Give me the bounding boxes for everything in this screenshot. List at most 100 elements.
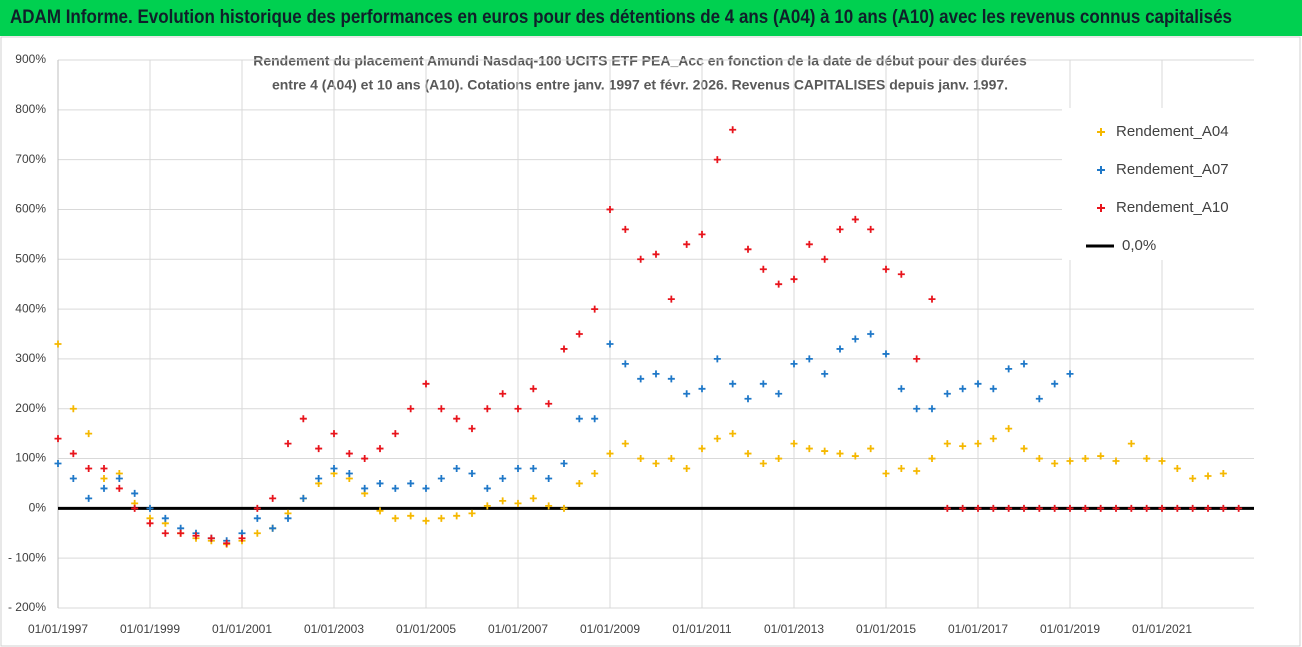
point (836, 225, 844, 233)
point (545, 502, 553, 510)
point (575, 415, 583, 423)
point (851, 215, 859, 223)
point (606, 205, 614, 213)
point (376, 507, 384, 515)
point (192, 532, 200, 540)
point (591, 415, 599, 423)
y-tick-label: - 100% (8, 550, 46, 564)
point (1051, 504, 1059, 512)
point (1219, 469, 1227, 477)
point (146, 519, 154, 527)
point (483, 484, 491, 492)
point (913, 467, 921, 475)
y-tick-label: 600% (15, 202, 46, 216)
x-tick-label: 01/01/2015 (856, 622, 916, 636)
point (514, 405, 522, 413)
chart-border (0, 36, 1301, 647)
point (1127, 440, 1135, 448)
point (1035, 504, 1043, 512)
point (1173, 504, 1181, 512)
point (1066, 504, 1074, 512)
y-tick-label: 700% (15, 152, 46, 166)
point (361, 455, 369, 463)
point (744, 395, 752, 403)
point (499, 390, 507, 398)
point (928, 295, 936, 303)
legend-label: Rendement_A07 (1116, 161, 1229, 178)
point (851, 452, 859, 460)
point (1020, 504, 1028, 512)
x-tick-label: 01/01/2013 (764, 622, 824, 636)
point (974, 380, 982, 388)
y-tick-label: 100% (15, 451, 46, 465)
point (499, 474, 507, 482)
point (468, 469, 476, 477)
point (483, 405, 491, 413)
point (913, 405, 921, 413)
point (115, 484, 123, 492)
point (744, 450, 752, 458)
point (345, 469, 353, 477)
point (683, 390, 691, 398)
point (345, 450, 353, 458)
point (575, 330, 583, 338)
point (361, 484, 369, 492)
point (253, 514, 261, 522)
legend-marker (1097, 204, 1105, 212)
point (897, 385, 905, 393)
point (1081, 455, 1089, 463)
point (713, 435, 721, 443)
point (1143, 455, 1151, 463)
point (1051, 380, 1059, 388)
point (667, 295, 675, 303)
point (422, 484, 430, 492)
legend-marker (1097, 166, 1105, 174)
legend-label: Rendement_A04 (1116, 123, 1229, 140)
point (560, 345, 568, 353)
point (1235, 504, 1243, 512)
point (989, 504, 997, 512)
point (821, 255, 829, 263)
point (637, 455, 645, 463)
point (729, 430, 737, 438)
point (790, 360, 798, 368)
point (928, 405, 936, 413)
point (391, 430, 399, 438)
point (775, 390, 783, 398)
point (100, 484, 108, 492)
point (1112, 504, 1120, 512)
point (775, 280, 783, 288)
point (882, 469, 890, 477)
y-tick-label: 900% (15, 52, 46, 66)
legend-marker (1097, 128, 1105, 136)
point (683, 465, 691, 473)
x-tick-label: 01/01/2017 (948, 622, 1008, 636)
point (836, 345, 844, 353)
point (867, 445, 875, 453)
point (698, 445, 706, 453)
point (836, 450, 844, 458)
point (729, 380, 737, 388)
point (1204, 472, 1212, 480)
point (1219, 504, 1227, 512)
point (959, 504, 967, 512)
point (161, 514, 169, 522)
point (391, 514, 399, 522)
point (69, 405, 77, 413)
point (238, 534, 246, 542)
point (805, 240, 813, 248)
y-tick-label: 500% (15, 251, 46, 265)
point (897, 465, 905, 473)
point (943, 390, 951, 398)
point (591, 469, 599, 477)
point (422, 380, 430, 388)
point (437, 405, 445, 413)
point (1189, 504, 1197, 512)
point (683, 240, 691, 248)
point (269, 524, 277, 532)
point (69, 450, 77, 458)
point (131, 504, 139, 512)
point (115, 474, 123, 482)
point (1112, 457, 1120, 465)
point (407, 479, 415, 487)
